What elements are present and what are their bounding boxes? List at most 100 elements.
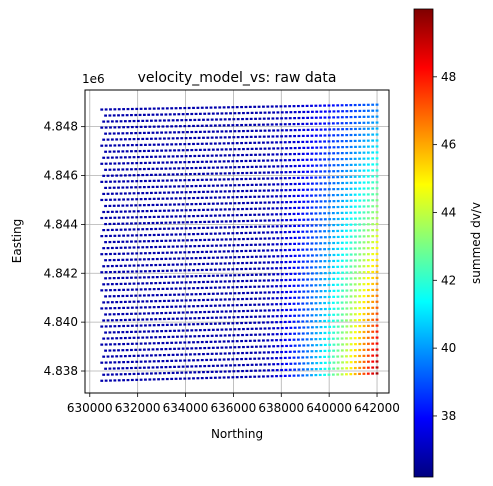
scatter-point [193,136,197,140]
scatter-point [311,182,314,185]
scatter-point [319,272,323,275]
scatter-point [358,109,362,113]
scatter-point [259,111,263,114]
scatter-point [109,270,112,274]
scatter-point [223,208,227,211]
scatter-point [323,284,326,287]
y-tick-label-2: 4.842 [44,266,78,280]
scatter-point [151,330,155,333]
scatter-point [135,324,139,327]
scatter-point [236,244,240,247]
scatter-point [205,196,209,199]
scatter-point [301,356,305,359]
scatter-point [318,337,322,341]
scatter-point [345,110,349,113]
scatter-point [257,177,261,180]
scatter-point [306,146,310,149]
scatter-point [167,263,171,266]
scatter-point [142,276,146,279]
scatter-point [253,159,257,162]
scatter-point [345,253,349,256]
scatter-point [125,222,129,225]
scatter-point [198,347,202,350]
scatter-point [189,118,192,122]
scatter-point [189,227,192,230]
scatter-point [345,277,349,280]
scatter-point [139,378,143,381]
scatter-point [231,232,235,235]
scatter-point [332,235,336,239]
scatter-point [358,354,361,358]
scatter-point [183,143,187,146]
scatter-point [104,204,107,208]
scatter-point [332,313,336,316]
scatter-point [206,316,210,320]
scatter-point [323,158,326,161]
scatter-point [198,184,202,188]
scatter-point [231,142,235,145]
scatter-point [289,236,293,240]
scatter-point [155,276,159,279]
scatter-point [168,329,172,333]
scatter-point [139,306,143,309]
scatter-point [305,284,309,287]
scatter-point [272,309,276,312]
scatter-point [228,262,231,265]
scatter-point [319,116,323,119]
scatter-point [106,210,110,214]
scatter-point [117,114,120,117]
scatter-point [176,119,179,122]
scatter-point [218,160,222,163]
scatter-point [196,196,200,200]
scatter-point [323,254,327,257]
scatter-point [112,258,116,262]
scatter-point [311,344,314,347]
scatter-point [130,324,134,327]
scatter-point [293,236,297,239]
scatter-point [210,316,214,319]
scatter-point [236,352,240,355]
scatter-point [270,285,274,288]
scatter-point [362,277,366,280]
scatter-point [138,276,142,279]
scatter-point [198,148,202,151]
scatter-point [209,286,213,289]
scatter-point [371,270,375,274]
scatter-point [254,219,258,222]
scatter-point [266,285,270,288]
scatter-point [205,232,209,235]
scatter-point [203,328,207,332]
scatter-point [224,310,228,313]
scatter-point [242,273,245,277]
scatter-point [248,357,252,360]
scatter-point [284,296,288,300]
scatter-point [366,187,370,190]
scatter-point [150,155,153,158]
scatter-point [298,254,301,257]
y-tick-label-4: 4.846 [44,169,78,183]
scatter-point [310,314,314,317]
scatter-point [362,300,366,304]
scatter-point [279,249,283,252]
scatter-point [128,120,132,123]
scatter-point [231,124,235,127]
scatter-point [134,150,138,153]
scatter-point [110,156,114,159]
scatter-point [180,263,184,266]
scatter-point [108,277,112,280]
scatter-point [205,286,209,289]
scatter-point [292,194,296,198]
scatter-point [250,273,254,276]
scatter-point [358,289,362,292]
scatter-point [332,259,336,263]
scatter-point [258,297,262,300]
scatter-point [254,129,258,132]
scatter-point [200,214,204,217]
scatter-point [228,244,231,247]
scatter-point [358,372,361,376]
scatter-point [235,286,239,289]
scatter-point [315,182,319,185]
scatter-point [200,250,204,254]
scatter-point [244,321,248,325]
scatter-point [154,119,158,122]
